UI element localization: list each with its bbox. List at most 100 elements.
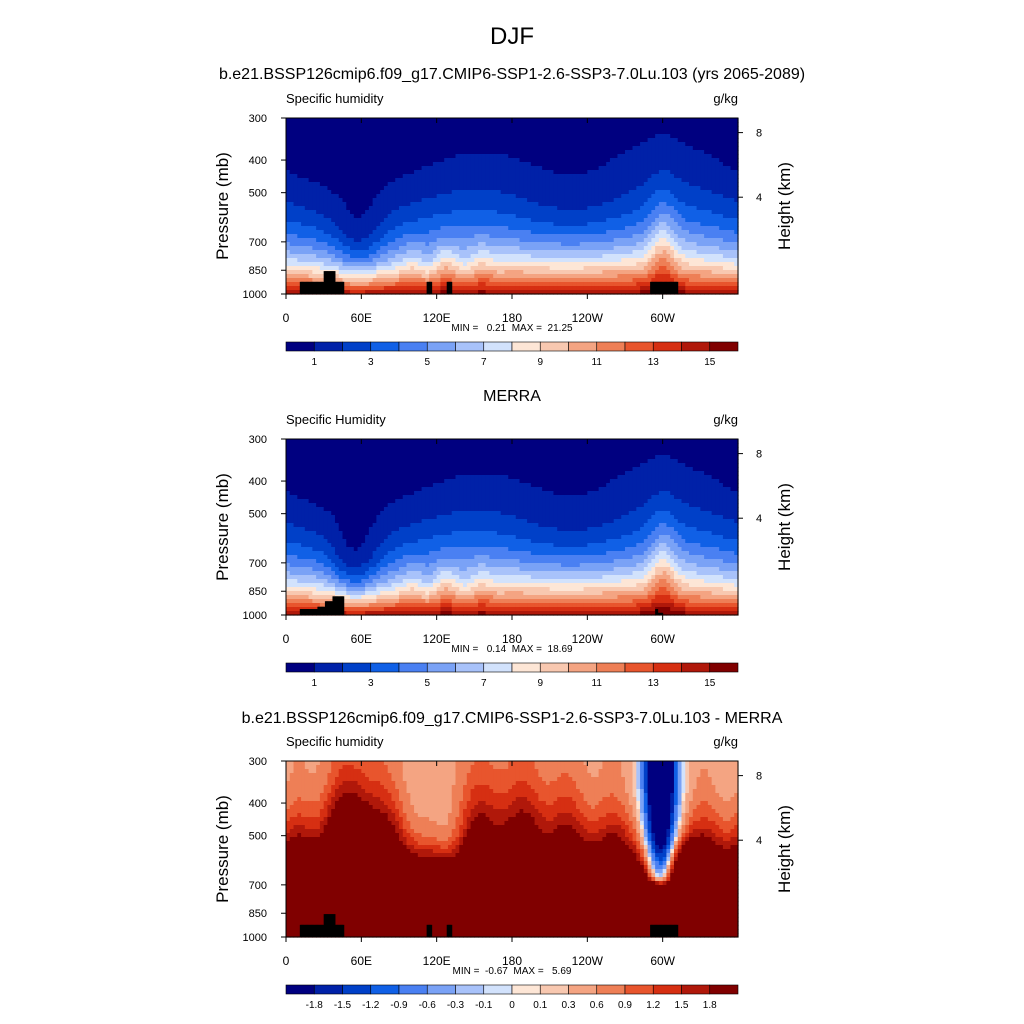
heatmap-cell	[527, 158, 532, 163]
heatmap-cell	[425, 194, 430, 199]
heatmap-cell	[666, 262, 671, 267]
heatmap-cell	[696, 258, 701, 263]
heatmap-cell	[568, 214, 573, 219]
heatmap-cell	[376, 238, 381, 243]
heatmap-cell	[357, 174, 362, 179]
heatmap-cell	[440, 122, 445, 127]
heatmap-cell	[560, 150, 566, 155]
heatmap-cell	[376, 150, 381, 155]
heatmap-cell	[647, 198, 652, 203]
heatmap-cell	[598, 146, 603, 151]
heatmap-cell	[625, 170, 630, 175]
heatmap-cell	[613, 258, 619, 263]
heatmap-cell	[368, 190, 374, 195]
heatmap-cell	[493, 210, 498, 215]
heatmap-cell	[689, 118, 694, 123]
heatmap-cell	[545, 142, 551, 147]
heatmap-cell	[391, 126, 396, 131]
heatmap-cell	[696, 150, 701, 155]
heatmap-cell	[707, 242, 713, 247]
heatmap-cell	[655, 222, 660, 227]
heatmap-cell	[692, 126, 698, 131]
heatmap-cell	[617, 158, 622, 163]
heatmap-cell	[553, 182, 558, 187]
heatmap-cell	[425, 266, 430, 271]
heatmap-cell	[557, 246, 562, 251]
heatmap-cell	[591, 190, 596, 195]
heatmap-cell	[286, 202, 291, 207]
heatmap-cell	[602, 226, 607, 231]
heatmap-cell	[286, 126, 291, 131]
heatmap-cell	[527, 246, 532, 251]
heatmap-cell	[365, 146, 370, 151]
heatmap-cell	[474, 278, 479, 283]
heatmap-cell	[319, 230, 325, 235]
heatmap-cell	[692, 118, 698, 123]
heatmap-cell	[700, 226, 705, 231]
heatmap-cell	[700, 238, 705, 243]
heatmap-cell	[651, 194, 656, 199]
heatmap-cell	[594, 262, 600, 267]
heatmap-cell	[557, 182, 562, 187]
heatmap-cell	[534, 134, 539, 139]
heatmap-cell	[579, 194, 585, 199]
heatmap-cell	[557, 158, 562, 163]
heatmap-cell	[625, 278, 630, 283]
heatmap-cell	[568, 258, 573, 263]
heatmap-cell	[485, 278, 490, 283]
heatmap-cell	[500, 230, 506, 235]
heatmap-cell	[545, 226, 551, 231]
heatmap-cell	[338, 206, 344, 211]
heatmap-cell	[387, 194, 393, 199]
heatmap-cell	[372, 210, 377, 215]
heatmap-cell	[579, 274, 585, 279]
heatmap-cell	[719, 238, 724, 243]
heatmap-cell	[395, 178, 400, 183]
heatmap-cell	[685, 230, 690, 235]
heatmap-cell	[598, 186, 603, 191]
heatmap-cell	[365, 126, 370, 131]
heatmap-cell	[304, 222, 310, 227]
heatmap-cell	[512, 246, 517, 251]
heatmap-cell	[545, 174, 551, 179]
heatmap-cell	[353, 170, 359, 175]
heatmap-cell	[289, 126, 295, 131]
heatmap-cell	[591, 238, 596, 243]
heatmap-cell	[383, 270, 389, 275]
heatmap-cell	[643, 238, 649, 243]
heatmap-cell	[572, 194, 577, 199]
heatmap-cell	[647, 174, 652, 179]
heatmap-cell	[361, 246, 366, 251]
heatmap-cell	[613, 118, 619, 123]
heatmap-cell	[602, 202, 607, 207]
heatmap-cell	[414, 122, 419, 127]
heatmap-cell	[286, 262, 291, 267]
heatmap-cell	[681, 138, 686, 143]
heatmap-cell	[609, 254, 615, 259]
heatmap-cell	[463, 178, 468, 183]
units-label: g/kg	[713, 91, 738, 106]
heatmap-cell	[538, 274, 543, 279]
heatmap-cell	[474, 238, 479, 243]
heatmap-cell	[504, 230, 509, 235]
heatmap-cell	[545, 182, 551, 187]
heatmap-cell	[368, 154, 374, 159]
heatmap-cell	[628, 166, 634, 171]
heatmap-cell	[466, 242, 472, 247]
heatmap-cell	[722, 122, 728, 127]
heatmap-cell	[602, 258, 607, 263]
heatmap-cell	[447, 166, 453, 171]
heatmap-cell	[640, 230, 645, 235]
heatmap-cell	[613, 170, 619, 175]
heatmap-cell	[598, 130, 603, 135]
heatmap-cell	[504, 178, 509, 183]
heatmap-cell	[662, 202, 668, 207]
heatmap-cell	[504, 190, 509, 195]
heatmap-cell	[440, 230, 445, 235]
heatmap-cell	[685, 162, 690, 167]
heatmap-cell	[391, 170, 396, 175]
heatmap-cell	[730, 226, 735, 231]
heatmap-cell	[512, 278, 517, 283]
heatmap-cell	[715, 190, 720, 195]
heatmap-cell	[368, 246, 374, 251]
